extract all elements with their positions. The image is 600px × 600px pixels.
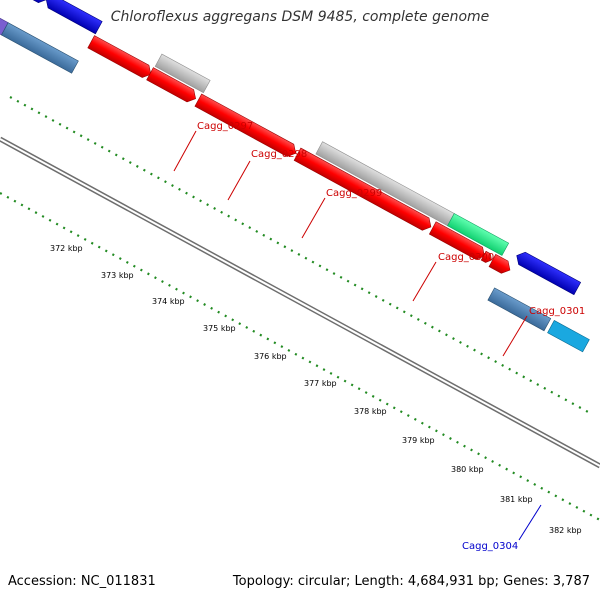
kbp-label: 382 kbp [549, 526, 582, 535]
gene-red-6 [480, 250, 492, 263]
gene-label: Cagg_0301 [529, 306, 585, 317]
gene-cagg-0297 [87, 35, 152, 78]
gene-arrow-blue-left-2 [45, 0, 103, 35]
kbp-label: 377 kbp [304, 379, 337, 388]
kbp-label: 374 kbp [152, 297, 185, 306]
gene-cagg-0301 [447, 213, 510, 256]
topology-text: Topology: circular; Length: 4,684,931 bp… [232, 574, 590, 589]
gene-arrow-blue-right [516, 251, 582, 296]
outer-tick-track [9, 96, 591, 414]
gene-red-5 [428, 221, 485, 260]
gene-cagg-0298 [154, 53, 211, 94]
kbp-label: 380 kbp [451, 465, 484, 474]
gene-red-4 [293, 147, 432, 231]
gene-cyan-right [547, 320, 590, 353]
gene-red-7 [488, 253, 511, 274]
map-title: Chloroflexus aggregans DSM 9485, complet… [110, 9, 490, 25]
kbp-label: 373 kbp [101, 271, 134, 280]
kbp-label: 375 kbp [203, 324, 236, 333]
gene-label: Cagg_0299 [326, 188, 382, 199]
kbp-label: 378 kbp [354, 407, 387, 416]
callout-leader-0304 [518, 504, 542, 541]
kbp-label: 376 kbp [254, 352, 287, 361]
accession-text: Accession: NC_011831 [8, 574, 156, 589]
gene-label: Cagg_0298 [251, 149, 307, 160]
kbp-label: 372 kbp [50, 244, 83, 253]
gene-cagg-0299 [194, 93, 297, 157]
genome-backbone [0, 136, 600, 469]
gene-label: Cagg_0300 [438, 252, 494, 263]
kbp-label: 379 kbp [402, 436, 435, 445]
gene-arrow-blue-left [0, 0, 48, 4]
gene-label: Cagg_0297 [197, 121, 253, 132]
gene-steelblue-left [1, 22, 79, 74]
inner-tick-track [0, 192, 600, 521]
gene-label: Cagg_0304 [462, 541, 518, 552]
callout-leaders [173, 130, 528, 357]
gene-cagg-0304 [487, 287, 552, 332]
gene-red-2 [146, 67, 196, 103]
kbp-label: 381 kbp [500, 495, 533, 504]
